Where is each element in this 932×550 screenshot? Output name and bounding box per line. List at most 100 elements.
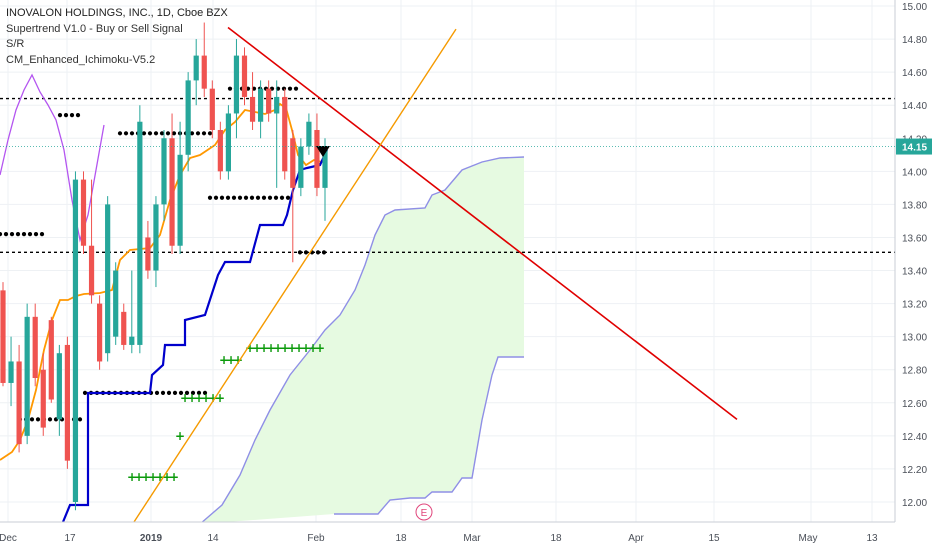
candle-body (258, 88, 264, 122)
candle-body (137, 121, 143, 345)
candle-body (266, 88, 272, 114)
candle-body (322, 146, 328, 188)
price-tick-label: 12.80 (902, 366, 927, 377)
sr-dot (29, 417, 35, 422)
sr-dot (195, 131, 201, 136)
price-tick-label: 12.60 (902, 399, 927, 410)
candle-body (209, 88, 215, 130)
sr-dot (75, 113, 81, 118)
sr-dot (165, 131, 171, 136)
time-axis-background (0, 522, 895, 550)
candle-body (306, 121, 312, 147)
plus-marker: + (308, 341, 318, 355)
sr-dot (267, 195, 273, 200)
candle-body (193, 55, 199, 81)
plus-marker: + (294, 341, 304, 355)
sr-dot (77, 417, 83, 422)
sr-dot (219, 195, 225, 200)
price-tick-label: 13.20 (902, 300, 927, 311)
last-price-label: 14.15 (902, 143, 927, 154)
candle-body (145, 237, 151, 271)
candle-body (217, 130, 223, 172)
price-tick-label: 15.00 (902, 2, 927, 13)
time-tick-label: Apr (628, 533, 644, 544)
candle-body (0, 290, 6, 383)
sr-dot (189, 131, 195, 136)
plus-marker: + (273, 341, 283, 355)
candle-body (32, 316, 38, 378)
sr-dot (0, 232, 3, 237)
sr-dot (172, 390, 178, 395)
earnings-marker-label: E (421, 508, 428, 519)
sell-signal-triangle (316, 146, 330, 157)
price-axis-background (895, 0, 932, 550)
sr-dot (3, 232, 9, 237)
candle-body (113, 270, 119, 337)
sr-dot (213, 195, 219, 200)
candle-body (129, 336, 135, 345)
plus-marker: + (187, 391, 197, 405)
time-tick-label: 14 (207, 533, 219, 544)
sr-dot (147, 131, 153, 136)
indicator-supertrend[interactable]: Supertrend V1.0 - Buy or Sell Signal (6, 22, 183, 35)
sr-dot (69, 113, 75, 118)
symbol-title[interactable]: INOVALON HOLDINGS, INC., 1D, Cboe BZX (6, 7, 228, 19)
plus-marker: + (148, 470, 158, 484)
plus-marker: + (301, 341, 311, 355)
sr-dot (249, 195, 255, 200)
sr-dot (293, 86, 299, 91)
candle-body (274, 96, 280, 114)
sr-dot (160, 390, 166, 395)
plus-marker: + (201, 391, 211, 405)
indicator-sr[interactable]: S/R (6, 38, 25, 50)
time-tick-label: 18 (395, 533, 407, 544)
candle-body (80, 179, 87, 246)
sr-dot (321, 250, 327, 255)
plus-marker: + (194, 391, 204, 405)
price-tick-label: 13.60 (902, 233, 927, 244)
indicator-ichimoku[interactable]: CM_Enhanced_Ichimoku-V5.2 (6, 53, 156, 66)
sr-dot (227, 86, 233, 91)
plus-marker: + (266, 341, 276, 355)
candle-body (24, 316, 30, 436)
candle-body (177, 154, 183, 246)
sr-dot (39, 232, 45, 237)
sr-dot (261, 195, 267, 200)
price-tick-label: 13.40 (902, 267, 927, 278)
candle-body (314, 130, 320, 188)
time-tick-label: 17 (64, 533, 76, 544)
plus-marker: + (175, 429, 185, 443)
chart-legend: INOVALON HOLDINGS, INC., 1D, Cboe BZX Su… (6, 6, 228, 68)
time-tick-label: Feb (307, 533, 325, 544)
price-tick-label: 14.80 (902, 35, 927, 46)
cloud-upper-edge (199, 156, 525, 525)
candle-body (233, 55, 240, 114)
plus-marker: + (141, 470, 151, 484)
sr-dot (141, 131, 147, 136)
tenkan-line (0, 73, 105, 243)
sr-dot (201, 131, 207, 136)
sr-dot (231, 195, 237, 200)
sr-dot (303, 250, 309, 255)
plus-marker: + (215, 391, 225, 405)
sr-dot (33, 232, 39, 237)
sr-dot (196, 390, 202, 395)
plus-marker: + (226, 353, 236, 367)
candle-body (298, 146, 304, 188)
sr-dot (21, 232, 27, 237)
candle-body (40, 369, 46, 428)
candle-body (282, 96, 288, 172)
candle-body (169, 138, 175, 246)
time-tick-label: May (799, 533, 818, 544)
sr-dot (63, 113, 69, 118)
candle-body (72, 179, 79, 502)
time-tick-label: 2019 (140, 533, 163, 544)
plus-marker: + (134, 470, 144, 484)
sr-dot (27, 232, 33, 237)
sr-dot (225, 195, 231, 200)
sr-dot (129, 131, 135, 136)
plus-marker: + (180, 391, 190, 405)
sr-dot (285, 195, 291, 200)
